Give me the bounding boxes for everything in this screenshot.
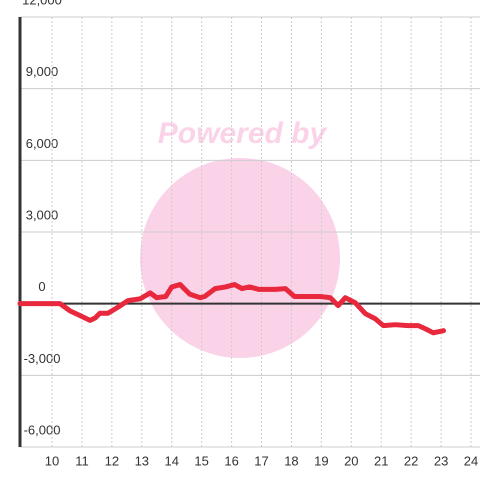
x-tick-label: 17: [254, 453, 268, 468]
x-tick-label: 19: [314, 453, 328, 468]
x-tick-label: 24: [464, 453, 478, 468]
x-tick-label: 18: [284, 453, 298, 468]
y-tick-label: -3,000: [24, 351, 61, 366]
x-tick-label: 20: [344, 453, 358, 468]
y-tick-label: 9,000: [26, 64, 59, 79]
y-tick-label: 6,000: [26, 136, 59, 151]
x-tick-label: 23: [434, 453, 448, 468]
x-tick-label: 22: [404, 453, 418, 468]
data-line: [17, 282, 446, 336]
y-tick-label: 12,000: [22, 0, 62, 7]
x-tick-label: 11: [75, 453, 89, 468]
x-tick-label: 13: [135, 453, 149, 468]
x-tick-label: 10: [45, 453, 59, 468]
x-tick-label: 15: [194, 453, 208, 468]
x-tick-label: 14: [165, 453, 179, 468]
y-tick-label: -6,000: [24, 422, 61, 437]
watermark-circle: [140, 158, 340, 358]
x-tick-label: 21: [374, 453, 388, 468]
x-tick-label: 12: [105, 453, 119, 468]
y-tick-label: 3,000: [26, 207, 59, 222]
watermark-text: Powered by: [158, 117, 328, 150]
y-tick-label: 0: [38, 279, 45, 294]
x-tick-label: 16: [224, 453, 238, 468]
